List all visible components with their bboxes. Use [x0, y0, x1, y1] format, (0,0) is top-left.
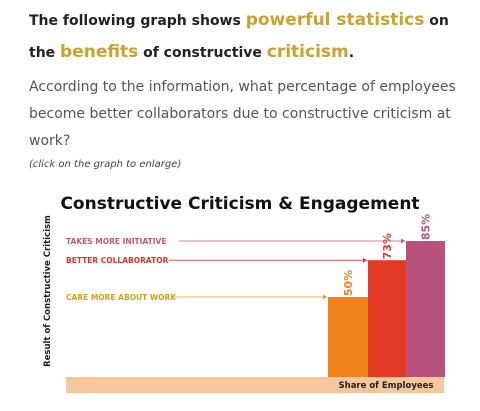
question-text: on	[429, 13, 449, 29]
x-axis-label: Share of Employees	[339, 381, 434, 391]
arrow-head	[363, 257, 367, 263]
arrow-head	[401, 238, 405, 244]
category-label: CARE MORE ABOUT WORK	[66, 293, 177, 302]
highlight-benefits: benefits	[60, 42, 139, 62]
category-label: BETTER COLLABORATOR	[66, 256, 169, 265]
question-line-2: the benefits of constructive criticism.	[29, 42, 354, 62]
bar-takes-more-initiative	[406, 241, 445, 377]
question-text: the	[29, 45, 56, 61]
value-label: 85%	[420, 214, 433, 240]
bar-better-collaborator	[368, 260, 406, 377]
value-label: 50%	[342, 270, 355, 296]
highlight-powerful-statistics: powerful statistics	[245, 10, 425, 30]
chart-title: Constructive Criticism & Engagement	[60, 194, 419, 214]
value-label: 73%	[381, 233, 394, 259]
question-text: of constructive	[143, 45, 262, 61]
bar-care-more-about-work	[328, 297, 368, 377]
question-text: .	[348, 45, 355, 61]
base-band	[66, 377, 444, 393]
question-text: The following graph shows	[29, 13, 241, 29]
enlarge-hint: (click on the graph to enlarge)	[29, 159, 182, 170]
y-axis-label: Result of Constructive Criticism	[43, 215, 53, 367]
engagement-chart[interactable]: Constructive Criticism & Engagement Resu…	[0, 181, 480, 411]
question-line-1: The following graph shows powerful stati…	[29, 10, 449, 30]
question-body: According to the information, what perce…	[29, 79, 456, 149]
category-label: TAKES MORE INITIATIVE	[66, 237, 166, 246]
arrow-head	[323, 294, 327, 300]
highlight-criticism: criticism	[266, 42, 349, 62]
